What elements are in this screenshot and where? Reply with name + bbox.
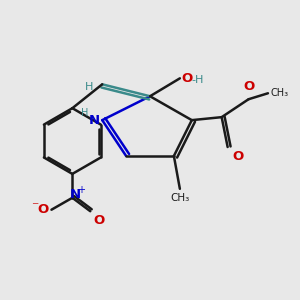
- Text: O: O: [37, 203, 49, 216]
- Text: +: +: [77, 185, 85, 195]
- Text: -H: -H: [192, 75, 204, 85]
- Text: ⁻: ⁻: [31, 200, 38, 214]
- Text: O: O: [243, 80, 254, 93]
- Text: O: O: [182, 72, 193, 85]
- Text: N: N: [70, 188, 81, 201]
- Text: H: H: [85, 82, 93, 92]
- Text: N: N: [89, 114, 100, 127]
- Text: CH₃: CH₃: [271, 88, 289, 98]
- Text: O: O: [232, 150, 243, 163]
- Text: CH₃: CH₃: [170, 193, 190, 203]
- Text: H: H: [81, 108, 88, 118]
- Text: O: O: [93, 214, 104, 227]
